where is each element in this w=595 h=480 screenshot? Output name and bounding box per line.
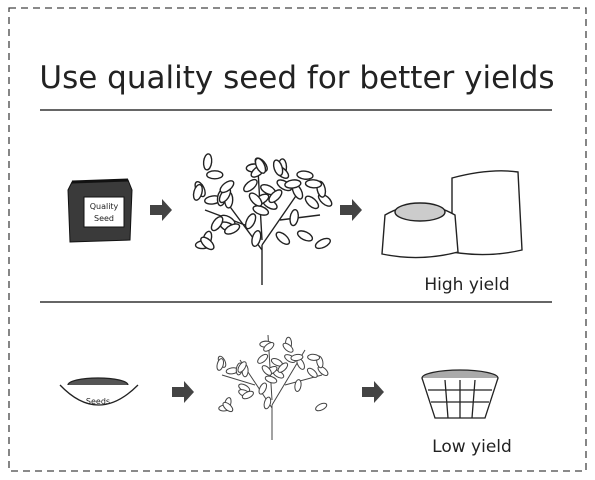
infographic: Use quality seed for better yields Quali… bbox=[0, 0, 595, 480]
bag-label: Seed bbox=[94, 214, 114, 223]
leaf bbox=[305, 179, 322, 188]
leaf bbox=[307, 354, 319, 361]
seed-bag: Quality Seed bbox=[68, 180, 132, 242]
result-label: Low yield bbox=[432, 437, 512, 457]
title: Use quality seed for better yields bbox=[39, 60, 554, 96]
basket bbox=[422, 370, 498, 418]
result-label: High yield bbox=[424, 275, 509, 295]
bowl-label: Seeds bbox=[86, 397, 110, 406]
bag-label: Quality bbox=[90, 202, 119, 211]
leaf bbox=[207, 171, 223, 179]
